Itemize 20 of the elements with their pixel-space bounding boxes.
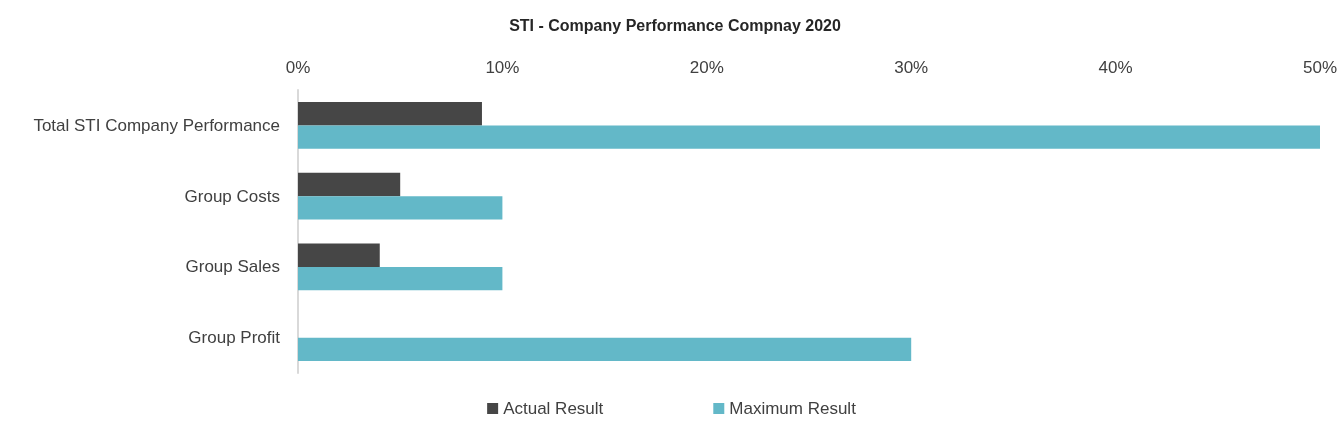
x-tick-label: 50% — [1302, 58, 1338, 77]
bar — [298, 172, 401, 197]
bar — [298, 266, 503, 291]
bar — [298, 196, 503, 220]
bar — [298, 243, 380, 267]
chart-title: STI - Company Performance Compnay 2020 — [509, 16, 841, 34]
legend-label: Actual Result — [503, 399, 604, 418]
x-tick-label: 40% — [1098, 58, 1133, 77]
y-tick-label: Group Profit — [188, 328, 281, 348]
y-tick-label: Group Sales — [185, 257, 280, 277]
bar — [298, 102, 482, 126]
y-tick-label: Total STI Company Performance — [33, 115, 280, 135]
x-tick-label: 20% — [689, 58, 724, 77]
x-tick-label: 0% — [285, 58, 311, 77]
x-tick-label: 10% — [485, 58, 520, 77]
bar — [298, 337, 912, 361]
x-tick-label: 30% — [894, 58, 929, 77]
legend-label: Maximum Result — [729, 399, 857, 418]
y-tick-label: Group Costs — [184, 186, 280, 206]
bar — [298, 125, 1320, 149]
